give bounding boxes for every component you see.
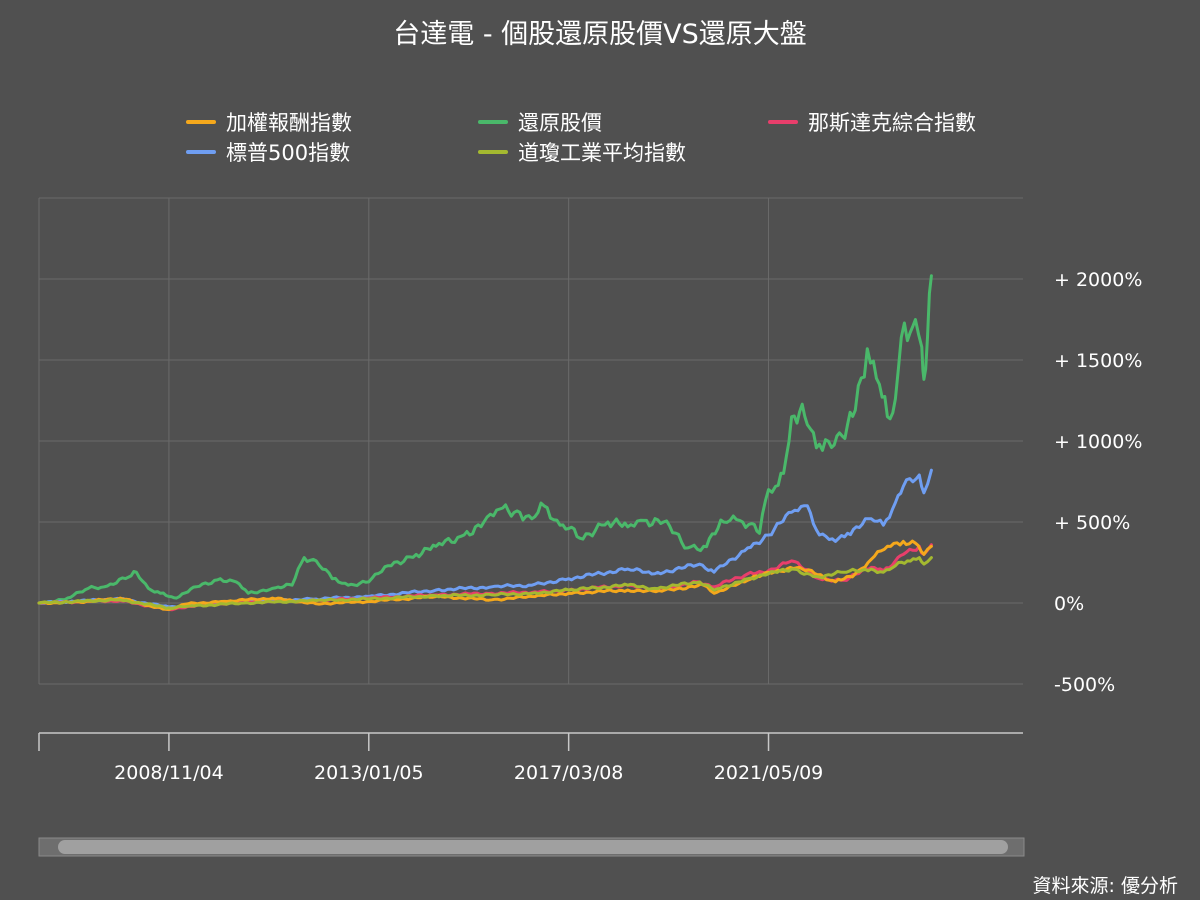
series-line-adjusted-price[interactable] — [37, 274, 933, 605]
series-line-taiex-return[interactable] — [37, 539, 933, 611]
y-tick-label: + 1500% — [1054, 350, 1142, 372]
legend-item-taiex-return[interactable]: 加權報酬指數 — [186, 107, 352, 137]
legend-swatch-icon — [186, 150, 216, 154]
series-line-sp500[interactable] — [37, 468, 933, 609]
y-axis-labels: + 2000% + 1500% + 1000% + 500% 0% -500% — [1054, 269, 1142, 696]
legend-label: 那斯達克綜合指數 — [808, 111, 976, 135]
scrollbar-thumb[interactable] — [58, 840, 1008, 854]
legend-label: 標普500指數 — [226, 141, 351, 165]
series-lines[interactable] — [37, 274, 933, 612]
legend-swatch-icon — [768, 120, 798, 124]
legend-label: 還原股價 — [518, 111, 602, 135]
x-tick-label: 2017/03/08 — [514, 762, 624, 784]
legend-swatch-icon — [478, 150, 508, 154]
x-tick-label: 2013/01/05 — [314, 762, 424, 784]
grid — [38, 197, 1023, 685]
legend-label: 加權報酬指數 — [226, 111, 352, 135]
legend-item-dow-jones[interactable]: 道瓊工業平均指數 — [478, 137, 686, 167]
y-tick-label: + 1000% — [1054, 431, 1142, 453]
y-tick-label: + 500% — [1054, 512, 1130, 534]
legend-label: 道瓊工業平均指數 — [518, 141, 686, 165]
legend-swatch-icon — [186, 120, 216, 124]
scrollbar[interactable] — [38, 837, 1025, 857]
y-tick-label: -500% — [1054, 674, 1115, 696]
legend-item-adjusted-price[interactable]: 還原股價 — [478, 107, 602, 137]
series-line-dow-jones[interactable] — [37, 556, 933, 611]
chart-title: 台達電 - 個股還原股價VS還原大盤 — [393, 19, 807, 50]
legend-item-sp500[interactable]: 標普500指數 — [186, 137, 350, 167]
navigator-axis — [38, 732, 1023, 751]
x-axis-ticks: 2008/11/04 2013/01/05 2017/03/08 2021/05/09 — [114, 733, 823, 784]
x-tick-label: 2021/05/09 — [714, 762, 824, 784]
legend-swatch-icon — [478, 120, 508, 124]
source-note: 資料來源: 優分析 — [1032, 875, 1178, 897]
legend-item-nasdaq[interactable]: 那斯達克綜合指數 — [768, 107, 976, 137]
y-tick-label: + 2000% — [1054, 269, 1142, 291]
y-tick-label: 0% — [1054, 593, 1084, 615]
x-tick-label: 2008/11/04 — [114, 762, 224, 784]
